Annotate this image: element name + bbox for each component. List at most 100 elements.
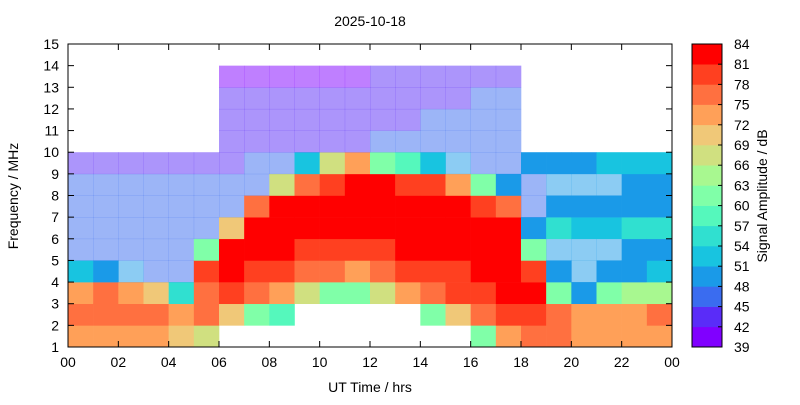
heatmap-cell (420, 217, 446, 240)
heatmap-cell (93, 303, 119, 326)
heatmap-cell (294, 152, 320, 175)
heatmap-cell (546, 325, 572, 348)
heatmap-cell (621, 217, 648, 240)
heatmap-cell (370, 282, 396, 305)
heatmap-cell (420, 195, 446, 218)
heatmap-cell (143, 260, 169, 283)
heatmap-cell (646, 152, 673, 175)
heatmap-cell (370, 238, 396, 261)
heatmap-cell (118, 303, 144, 326)
y-tick-label: 11 (44, 123, 59, 139)
heatmap-cell (344, 217, 371, 240)
heatmap-cell (319, 152, 346, 175)
heatmap-cell (294, 108, 320, 131)
colorbar-tick-label: 57 (734, 218, 750, 234)
heatmap-cell (244, 108, 270, 131)
heatmap-cell (395, 195, 421, 218)
x-tick-label: 02 (111, 354, 127, 370)
heatmap-cell (571, 217, 597, 240)
colorbar-swatch (692, 205, 722, 227)
y-axis-label: Frequency / MHz (5, 143, 21, 250)
heatmap-cell (445, 173, 471, 196)
heatmap-cell (571, 325, 597, 348)
heatmap-cells (68, 65, 673, 348)
heatmap-cell (546, 260, 572, 283)
colorbar-label: Signal Amplitude / dB (754, 129, 770, 262)
heatmap-cell (521, 173, 547, 196)
heatmap-cell (370, 87, 396, 110)
heatmap-cell (269, 65, 295, 88)
x-tick-label: 10 (312, 354, 328, 370)
heatmap-cell (395, 282, 421, 305)
x-tick-label: 14 (413, 354, 429, 370)
colorbar-swatch (692, 266, 722, 287)
heatmap-cell (621, 325, 648, 348)
heatmap-cell (93, 152, 119, 175)
heatmap-cell (470, 65, 497, 88)
heatmap-cell (244, 173, 270, 196)
heatmap-cell (495, 217, 522, 240)
heatmap-cell (68, 282, 94, 305)
heatmap-cell (521, 282, 547, 305)
colorbar-tick-label: 54 (734, 238, 750, 254)
heatmap-cell (470, 152, 497, 175)
heatmap-cell (470, 87, 497, 110)
colorbar-swatch (692, 225, 722, 247)
colorbar-tick-label: 78 (734, 76, 750, 92)
heatmap-cell (219, 108, 245, 131)
heatmap-cell (395, 173, 421, 196)
heatmap-cell (68, 260, 94, 283)
heatmap-cell (521, 195, 547, 218)
heatmap-cell (646, 282, 673, 305)
heatmap-cell (445, 303, 471, 326)
heatmap-cell (546, 238, 572, 261)
heatmap-cell (596, 217, 622, 240)
heatmap-cell (319, 282, 346, 305)
heatmap-cell (370, 65, 396, 88)
heatmap-cell (244, 130, 270, 153)
heatmap-cell (470, 325, 497, 348)
heatmap-cell (68, 195, 94, 218)
heatmap-cell (93, 260, 119, 283)
heatmap-cell (344, 282, 371, 305)
heatmap-cell (546, 195, 572, 218)
heatmap-cell (546, 217, 572, 240)
x-tick-label: 20 (564, 354, 580, 370)
heatmap-cell (470, 195, 497, 218)
heatmap-cell (445, 130, 471, 153)
heatmap-cell (193, 282, 220, 305)
heatmap-cell (143, 282, 169, 305)
heatmap-cell (118, 173, 144, 196)
heatmap-cell (571, 260, 597, 283)
heatmap-cell (294, 217, 320, 240)
heatmap-cell (470, 130, 497, 153)
colorbar-tick-label: 51 (734, 258, 750, 274)
heatmap-cell (68, 325, 94, 348)
heatmap-cell (596, 173, 622, 196)
colorbar-swatch (692, 64, 722, 85)
heatmap-cell (193, 260, 220, 283)
heatmap-cell (93, 325, 119, 348)
colorbar-frame (691, 43, 723, 348)
heatmap-cell (546, 282, 572, 305)
heatmap-cell (344, 173, 371, 196)
heatmap-cell (646, 217, 673, 240)
heatmap-cell (93, 173, 119, 196)
heatmap-cell (420, 130, 446, 153)
heatmap-cell (319, 238, 346, 261)
x-tick-label: 04 (161, 354, 177, 370)
x-tick-label: 06 (211, 354, 227, 370)
heatmap-cell (370, 260, 396, 283)
heatmap-cell (546, 173, 572, 196)
heatmap-cell (395, 217, 421, 240)
heatmap-cell (495, 260, 522, 283)
heatmap-cell (370, 152, 396, 175)
y-tick-label: 14 (43, 58, 59, 74)
heatmap-cell (646, 303, 673, 326)
heatmap-cell (168, 217, 195, 240)
heatmap-cell (420, 260, 446, 283)
y-tick-label: 7 (51, 209, 59, 225)
heatmap-cell (571, 303, 597, 326)
heatmap-cell (168, 282, 195, 305)
